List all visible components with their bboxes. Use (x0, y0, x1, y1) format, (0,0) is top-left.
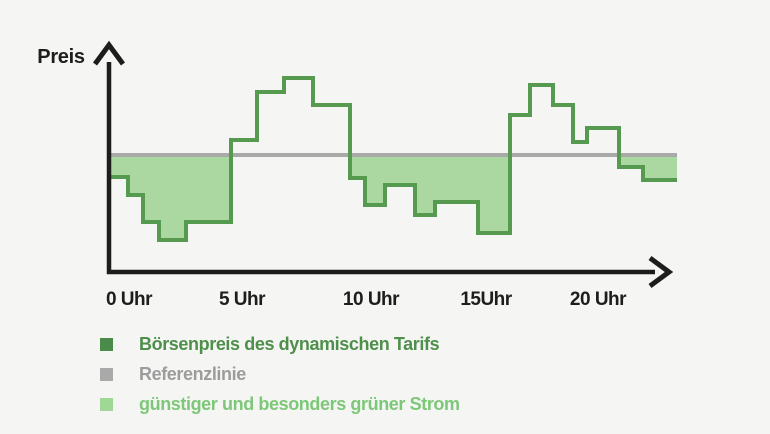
legend-item-referenzlinie: Referenzlinie (100, 365, 460, 384)
legend-item-boersenpreis: Börsenpreis des dynamischen Tarifs (100, 335, 460, 354)
x-tick-label: 10 Uhr (343, 289, 400, 310)
x-tick-label: 0 Uhr (106, 289, 153, 310)
legend-label: Börsenpreis des dynamischen Tarifs (139, 334, 440, 354)
legend-label: Referenzlinie (139, 364, 246, 384)
x-axis-arrow-icon (648, 255, 674, 289)
x-tick-label: 20 Uhr (570, 289, 627, 310)
legend-swatch (100, 368, 113, 381)
x-tick-label: 15Uhr (460, 289, 512, 310)
y-axis (92, 40, 126, 274)
cheap-green-power-area (107, 155, 231, 240)
y-axis-title: Preis (37, 46, 85, 68)
legend-swatch (100, 398, 113, 411)
cheap-green-power-area (350, 155, 510, 233)
cheap-green-power-area (619, 155, 677, 180)
x-tick-labels: 0 Uhr 5 Uhr 10 Uhr 15Uhr 20 Uhr (106, 289, 628, 310)
legend: Börsenpreis des dynamischen Tarifs Refer… (100, 335, 460, 414)
x-axis (107, 255, 674, 289)
legend-label: günstiger und besonders grüner Strom (139, 394, 460, 414)
x-tick-label: 5 Uhr (219, 289, 266, 310)
y-axis-arrow-icon (92, 40, 126, 66)
legend-swatch (100, 338, 113, 351)
fill-areas (107, 155, 677, 240)
legend-item-gruener-strom: günstiger und besonders grüner Strom (100, 395, 460, 414)
step-line (107, 76, 677, 242)
